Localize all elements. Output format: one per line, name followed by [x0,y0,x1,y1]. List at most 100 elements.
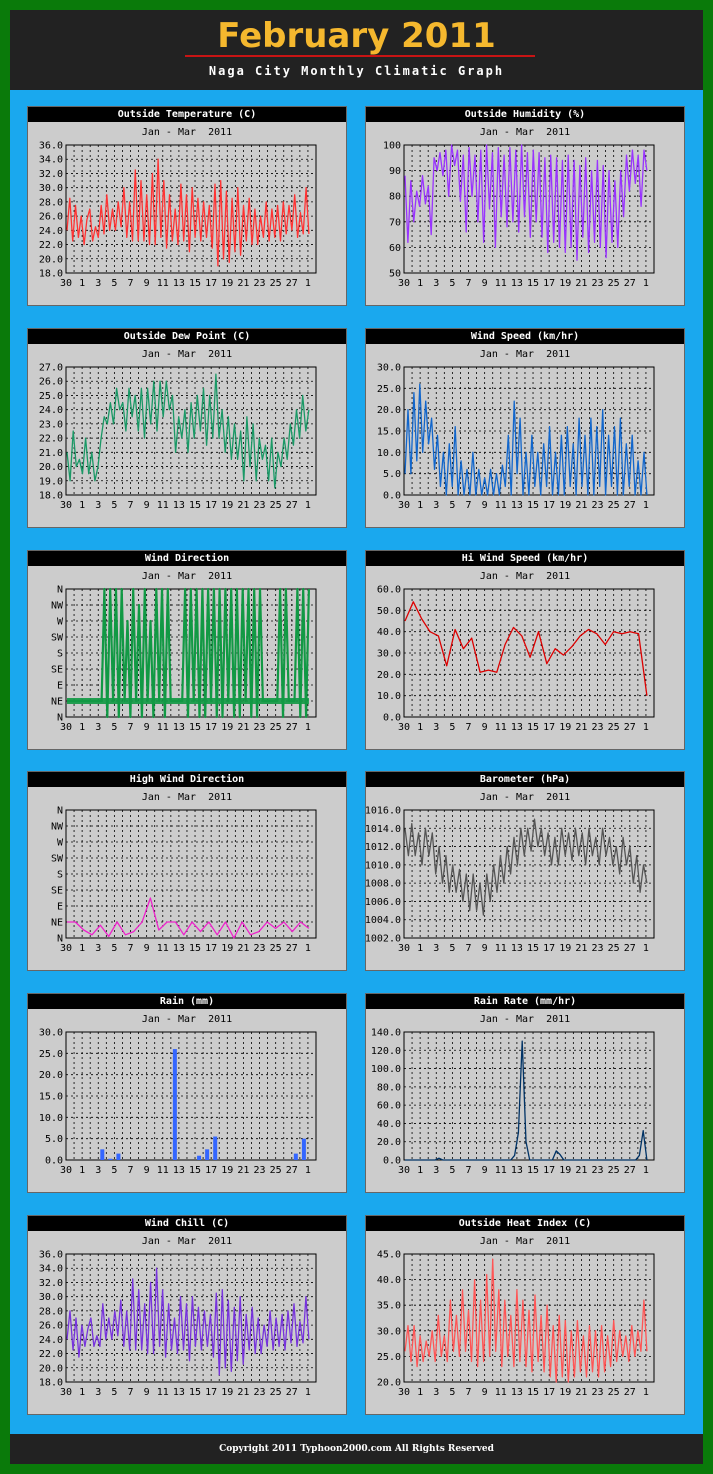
chart-plot-temp: 18.0 20.0 22.0 24.0 26.0 28.0 30.0 32.0 34.0 36.0… [39,141,317,289]
x-tick-label: 27 [286,1165,298,1176]
y-tick-label: 35.0 [377,1301,401,1312]
y-tick-label: 25.0 [377,384,401,395]
y-tick-label: 60.0 [377,585,401,596]
y-tick-label: 30.0 [377,649,401,660]
chart-panel-hiwind: Hi Wind Speed (km/hr) Jan - Mar 2011 0.0 10… [365,550,685,750]
x-tick-label: 3 [433,500,439,511]
x-tick-label: 15 [189,1165,201,1176]
x-tick-label: 17 [205,278,217,289]
y-tick-label: 25.0 [377,1352,401,1363]
series-line-baro [404,818,648,916]
x-tick-label: 30 [60,1387,72,1398]
y-tick-label: 10.0 [377,448,401,459]
y-tick-label: 20.0 [39,1070,63,1081]
x-tick-label: 23 [254,278,266,289]
y-tick-label: 34.0 [39,1264,63,1275]
x-tick-label: 19 [221,722,233,733]
x-tick-label: 15 [527,1165,539,1176]
x-tick-label: 1 [417,1387,423,1398]
y-tick-label: 23.0 [39,419,63,430]
rain-bar [301,1138,306,1160]
x-tick-label: 5 [111,1165,117,1176]
y-tick-label: 1006.0 [366,897,401,908]
y-tick-label: 36.0 [39,1250,63,1261]
y-tick-label: 0.0 [383,491,401,502]
y-tick-label: 22.0 [39,240,63,251]
x-tick-label: 25 [270,943,282,954]
x-tick-label: 7 [128,1165,134,1176]
x-tick-label: 1 [79,943,85,954]
title-underline [185,55,535,57]
x-tick-label: 9 [144,278,150,289]
chart-subtitle: Jan - Mar 2011 [479,571,571,582]
x-tick-label: 17 [543,943,555,954]
x-tick-label: 19 [221,1165,233,1176]
y-tick-label: SE [51,886,63,897]
x-tick-label: 23 [592,943,604,954]
y-tick-label: 1016.0 [366,806,401,817]
y-tick-label: 10.0 [377,691,401,702]
chart-title: Wind Chill (C) [28,1216,346,1231]
y-tick-label: 140.0 [371,1028,401,1039]
x-tick-label: 17 [543,278,555,289]
plot-area [65,366,317,496]
header-bar: February 2011 Naga City Monthly Climatic… [10,10,703,90]
x-tick-label: 3 [433,278,439,289]
y-tick-label: 18.0 [39,491,63,502]
y-tick-label: 24.0 [39,405,63,416]
x-tick-label: 5 [449,943,455,954]
x-tick-label: 5 [449,1165,455,1176]
x-tick-label: 7 [128,943,134,954]
x-tick-label: 3 [95,500,101,511]
y-tick-label: 19.0 [39,476,63,487]
x-tick-label: 23 [592,278,604,289]
chart-plot-baro: 1002.0 1004.0 1006.0 1008.0 1010.0 1012.0 1014… [366,806,655,954]
x-tick-label: 27 [624,1165,636,1176]
y-tick-label: 18.0 [39,269,63,280]
x-tick-label: 3 [95,722,101,733]
y-tick-label: NE [51,918,63,929]
x-tick-label: 25 [608,278,620,289]
x-tick-label: 7 [466,500,472,511]
y-tick-label: 40.0 [377,627,401,638]
x-tick-label: 23 [254,500,266,511]
y-tick-label: 20.0 [377,405,401,416]
rain-bar [172,1049,177,1160]
chart-subtitle: Jan - Mar 2011 [141,1014,233,1025]
x-tick-label: 15 [527,722,539,733]
x-tick-label: 11 [157,500,169,511]
series-line-hwdir [67,897,310,939]
y-tick-label: 90 [389,166,401,177]
x-tick-label: 11 [495,722,507,733]
chart-subtitle: Jan - Mar 2011 [141,127,233,138]
series-line-wind [404,383,648,496]
chart-plot-rain: 0.05.010.015.020.025.030.030 1 3 5 7 9 11 13 15 1… [39,1028,317,1176]
x-tick-label: 17 [205,722,217,733]
y-tick-label: SE [51,665,63,676]
rain-bar [108,1158,113,1160]
chart-panel-rainrate: Rain Rate (mm/hr) Jan - Mar 2011 0.0 20.0 40… [365,993,685,1193]
series-line-chill [66,1267,310,1376]
x-tick-label: 1 [79,722,85,733]
y-tick-label: 40.0 [377,1275,401,1286]
x-tick-label: 11 [495,278,507,289]
x-tick-label: 1 [417,500,423,511]
x-tick-label: 21 [575,278,587,289]
x-tick-label: 27 [624,722,636,733]
y-tick-label: 5.0 [45,1134,63,1145]
x-tick-label: 17 [543,1387,555,1398]
x-tick-label: 30 [398,1387,410,1398]
x-tick-label: 21 [237,500,249,511]
page-frame: February 2011 Naga City Monthly Climatic… [10,10,703,1464]
series-line-hum [404,144,648,261]
x-tick-label: 3 [95,1387,101,1398]
x-tick-label: 1 [643,1165,649,1176]
x-tick-label: 15 [189,1387,201,1398]
chart-plot-wind: 0.05.010.015.020.025.030.030 1 3 5 7 9 11 13 15 1… [377,363,655,511]
series-line-dew [66,373,310,489]
chart-title: Rain Rate (mm/hr) [366,994,684,1009]
x-tick-label: 13 [173,722,185,733]
x-tick-label: 27 [286,1387,298,1398]
x-tick-label: 9 [144,722,150,733]
